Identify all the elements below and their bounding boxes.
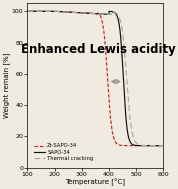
Legend: Zr-SAPO-34, SAPO-34, Thermal cracking: Zr-SAPO-34, SAPO-34, Thermal cracking [31, 141, 96, 163]
Text: Enhanced Lewis acidity: Enhanced Lewis acidity [21, 43, 176, 56]
Y-axis label: Weight remain [%]: Weight remain [%] [4, 53, 10, 118]
X-axis label: Temperature [°C]: Temperature [°C] [65, 178, 125, 186]
